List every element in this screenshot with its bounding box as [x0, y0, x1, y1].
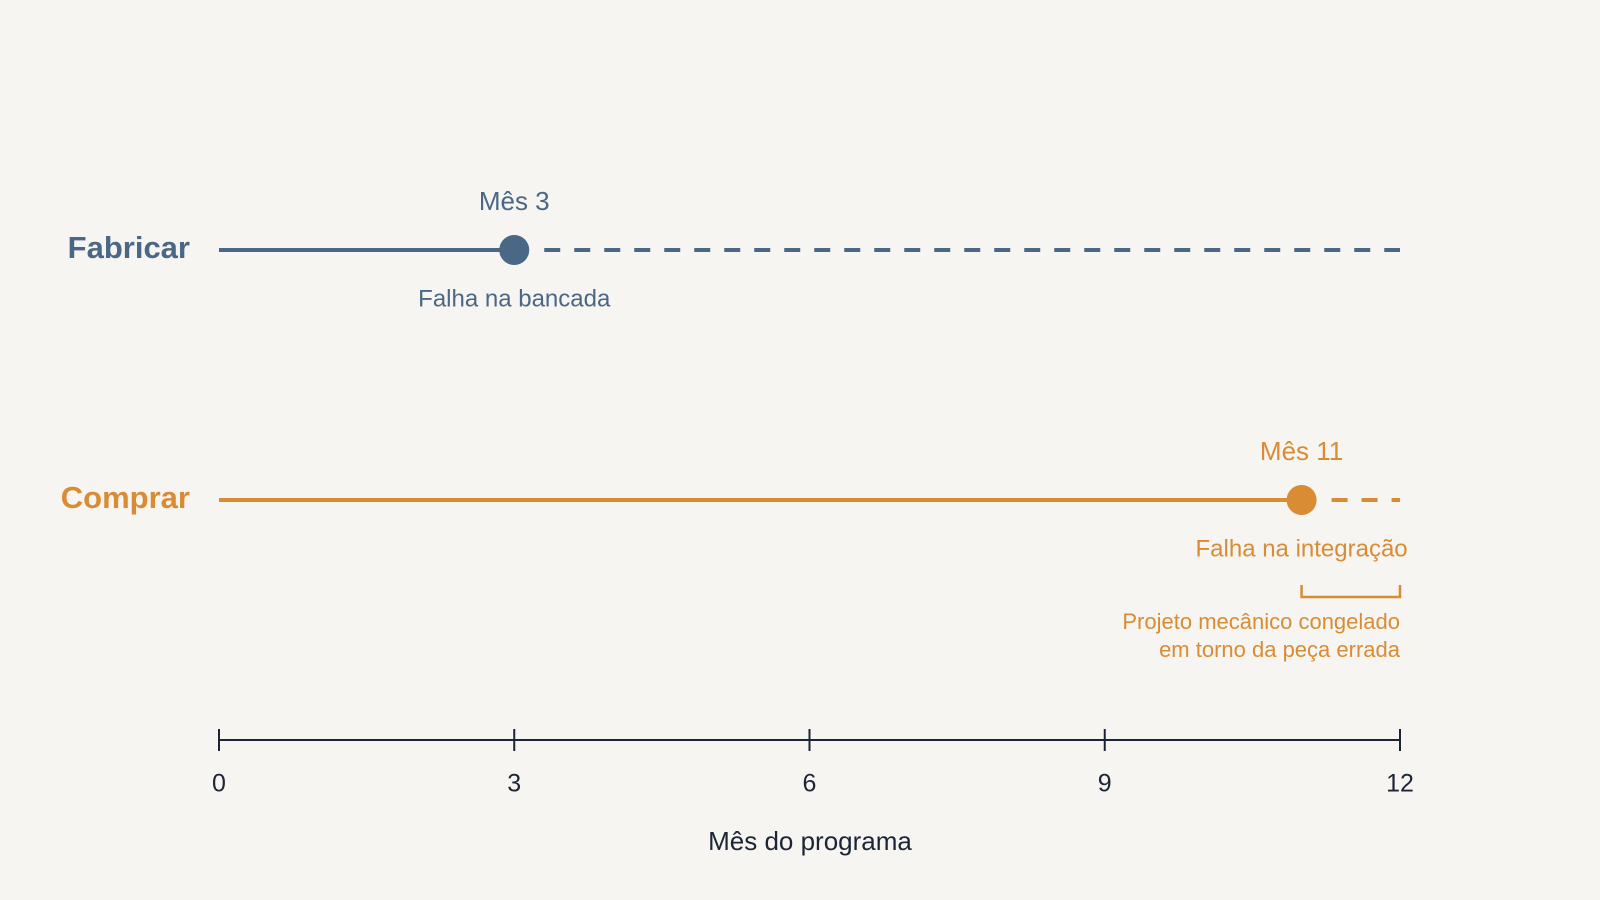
x-axis-label: Mês do programa: [708, 826, 912, 856]
x-tick-label: 9: [1098, 770, 1112, 798]
bracket: [1300, 585, 1402, 599]
value-label: Mês 3: [479, 186, 550, 216]
annotation-text: Projeto mecânico congelado: [1122, 609, 1400, 634]
annotation-text: em torno da peça errada: [1159, 637, 1401, 662]
value-label: Mês 11: [1260, 436, 1343, 466]
x-tick-label: 12: [1386, 770, 1414, 798]
x-tick-label: 3: [507, 770, 521, 798]
event-dot: [499, 235, 530, 265]
event-label: Falha na integração: [1196, 535, 1408, 562]
x-tick-label: 0: [212, 770, 226, 798]
row-label: Fabricar: [68, 230, 190, 265]
x-tick-label: 6: [803, 770, 817, 798]
event-label: Falha na bancada: [418, 285, 611, 312]
row-label: Comprar: [61, 480, 190, 515]
event-dot: [1286, 485, 1317, 515]
